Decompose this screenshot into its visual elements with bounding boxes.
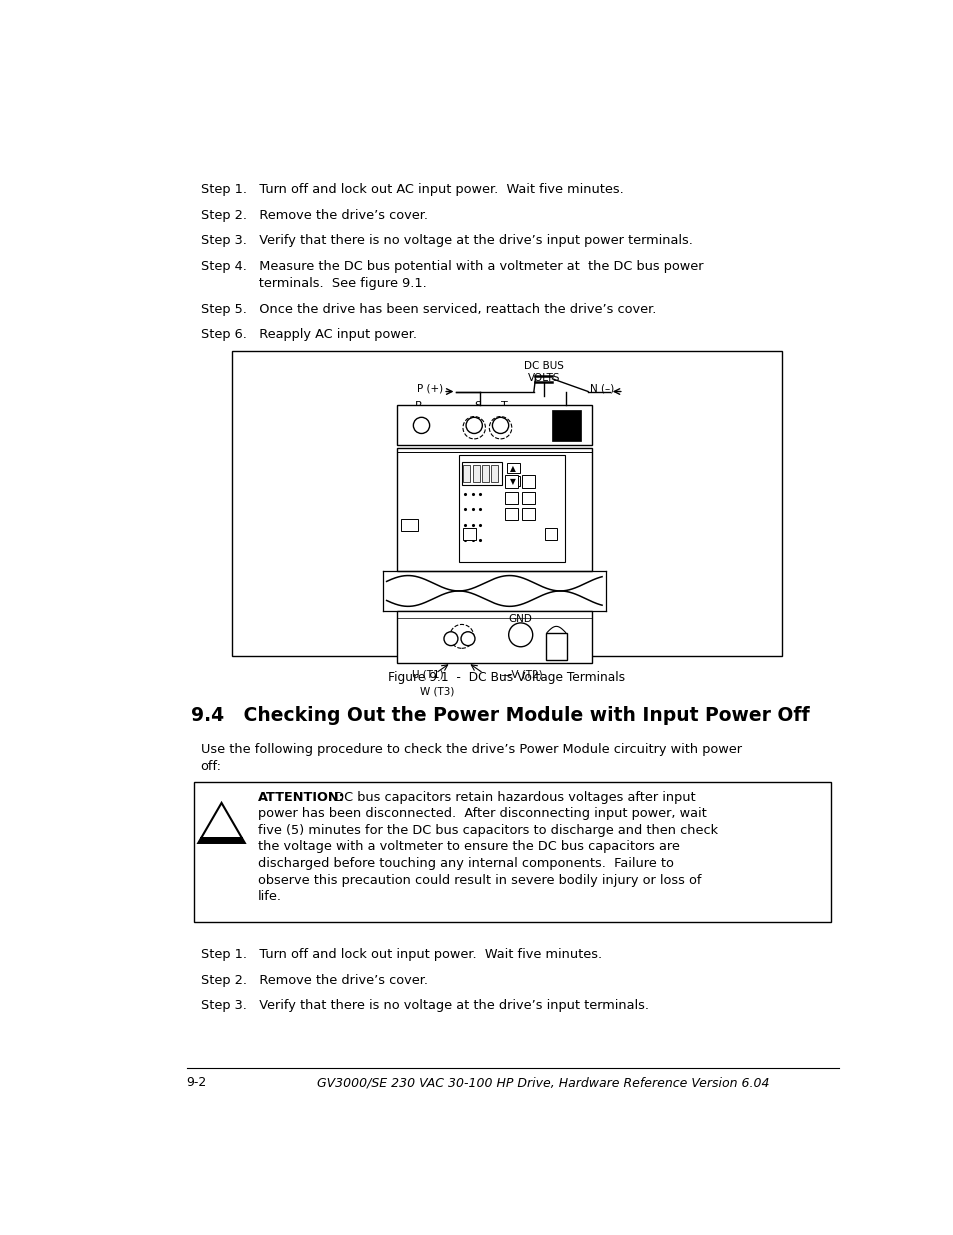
Bar: [199, 837, 243, 844]
Text: —V (T2): —V (T2): [500, 669, 541, 679]
Text: discharged before touching any internal components.  Failure to: discharged before touching any internal …: [257, 857, 673, 869]
Text: Use the following procedure to check the drive’s Power Module circuitry with pow: Use the following procedure to check the…: [200, 743, 740, 756]
Bar: [505, 508, 517, 520]
Text: Step 1.   Turn off and lock out input power.  Wait five minutes.: Step 1. Turn off and lock out input powe…: [200, 947, 601, 961]
Circle shape: [489, 416, 511, 438]
Bar: [458, 456, 564, 562]
Polygon shape: [198, 803, 245, 844]
Circle shape: [449, 625, 474, 648]
Text: P (+): P (+): [416, 384, 443, 394]
Text: Step 4.   Measure the DC bus potential with a voltmeter at  the DC bus power: Step 4. Measure the DC bus potential wit…: [200, 261, 702, 273]
Text: the voltage with a voltmeter to ensure the DC bus capacitors are: the voltage with a voltmeter to ensure t…: [257, 841, 679, 853]
Text: Step 3.   Verify that there is no voltage at the drive’s input terminals.: Step 3. Verify that there is no voltage …: [200, 999, 648, 1013]
Text: U (T1): U (T1): [412, 669, 443, 679]
Bar: [505, 492, 517, 504]
Text: Step 6.   Reapply AC input power.: Step 6. Reapply AC input power.: [200, 329, 416, 341]
Text: terminals.  See figure 9.1.: terminals. See figure 9.1.: [200, 277, 426, 290]
Text: Step 3.   Verify that there is no voltage at the drive’s input power terminals.: Step 3. Verify that there is no voltage …: [200, 235, 692, 247]
Bar: [194, 782, 831, 921]
Text: 9.4   Checking Out the Power Module with Input Power Off: 9.4 Checking Out the Power Module with I…: [192, 706, 809, 725]
Text: DC BUS: DC BUS: [523, 362, 563, 372]
Text: GV3000/SE 230 VAC 30-100 HP Drive, Hardware Reference Version 6.04: GV3000/SE 230 VAC 30-100 HP Drive, Hardw…: [316, 1076, 769, 1089]
Bar: [232, 352, 781, 656]
Text: life.: life.: [257, 890, 282, 903]
Circle shape: [413, 417, 429, 433]
Bar: [396, 448, 592, 571]
Text: power has been disconnected.  After disconnecting input power, wait: power has been disconnected. After disco…: [257, 808, 706, 820]
Text: off:: off:: [200, 760, 221, 773]
Bar: [472, 466, 479, 483]
Bar: [396, 405, 592, 446]
Bar: [521, 492, 534, 504]
Bar: [401, 519, 418, 531]
Circle shape: [460, 632, 475, 646]
Bar: [521, 508, 534, 520]
Bar: [461, 462, 501, 484]
Bar: [396, 611, 592, 663]
Text: Step 1.   Turn off and lock out AC input power.  Wait five minutes.: Step 1. Turn off and lock out AC input p…: [200, 183, 622, 196]
Text: five (5) minutes for the DC bus capacitors to discharge and then check: five (5) minutes for the DC bus capacito…: [257, 824, 718, 837]
Bar: [551, 410, 580, 441]
Text: T: T: [500, 401, 507, 411]
Text: S: S: [474, 401, 481, 411]
Circle shape: [508, 622, 532, 647]
Bar: [521, 475, 534, 488]
Text: ▼: ▼: [510, 477, 516, 485]
Bar: [505, 475, 517, 488]
Circle shape: [466, 417, 482, 433]
Text: ATTENTION:: ATTENTION:: [257, 790, 344, 804]
Bar: [491, 466, 497, 483]
Text: Step 2.   Remove the drive’s cover.: Step 2. Remove the drive’s cover.: [200, 209, 427, 221]
Text: 9-2: 9-2: [187, 1076, 207, 1089]
Circle shape: [492, 417, 508, 433]
Bar: [481, 466, 488, 483]
Bar: [463, 527, 476, 540]
Text: GND: GND: [508, 614, 532, 624]
Circle shape: [462, 416, 485, 438]
Text: DC bus capacitors retain hazardous voltages after input: DC bus capacitors retain hazardous volta…: [326, 790, 695, 804]
Text: Step 5.   Once the drive has been serviced, reattach the drive’s cover.: Step 5. Once the drive has been serviced…: [200, 303, 656, 316]
Text: VOLTS: VOLTS: [527, 373, 559, 383]
Text: R: R: [415, 401, 422, 411]
Bar: [544, 527, 557, 540]
Text: W (T3): W (T3): [419, 687, 454, 697]
Bar: [506, 477, 519, 487]
Text: Figure 9.1  -  DC Bus Voltage Terminals: Figure 9.1 - DC Bus Voltage Terminals: [388, 671, 624, 684]
Bar: [545, 632, 567, 661]
Text: observe this precaution could result in severe bodily injury or loss of: observe this precaution could result in …: [257, 873, 700, 887]
Bar: [463, 466, 470, 483]
Text: Step 2.   Remove the drive’s cover.: Step 2. Remove the drive’s cover.: [200, 973, 427, 987]
Circle shape: [443, 632, 457, 646]
Bar: [506, 463, 519, 473]
Text: N (–): N (–): [590, 384, 614, 394]
Text: ▲: ▲: [510, 463, 516, 473]
